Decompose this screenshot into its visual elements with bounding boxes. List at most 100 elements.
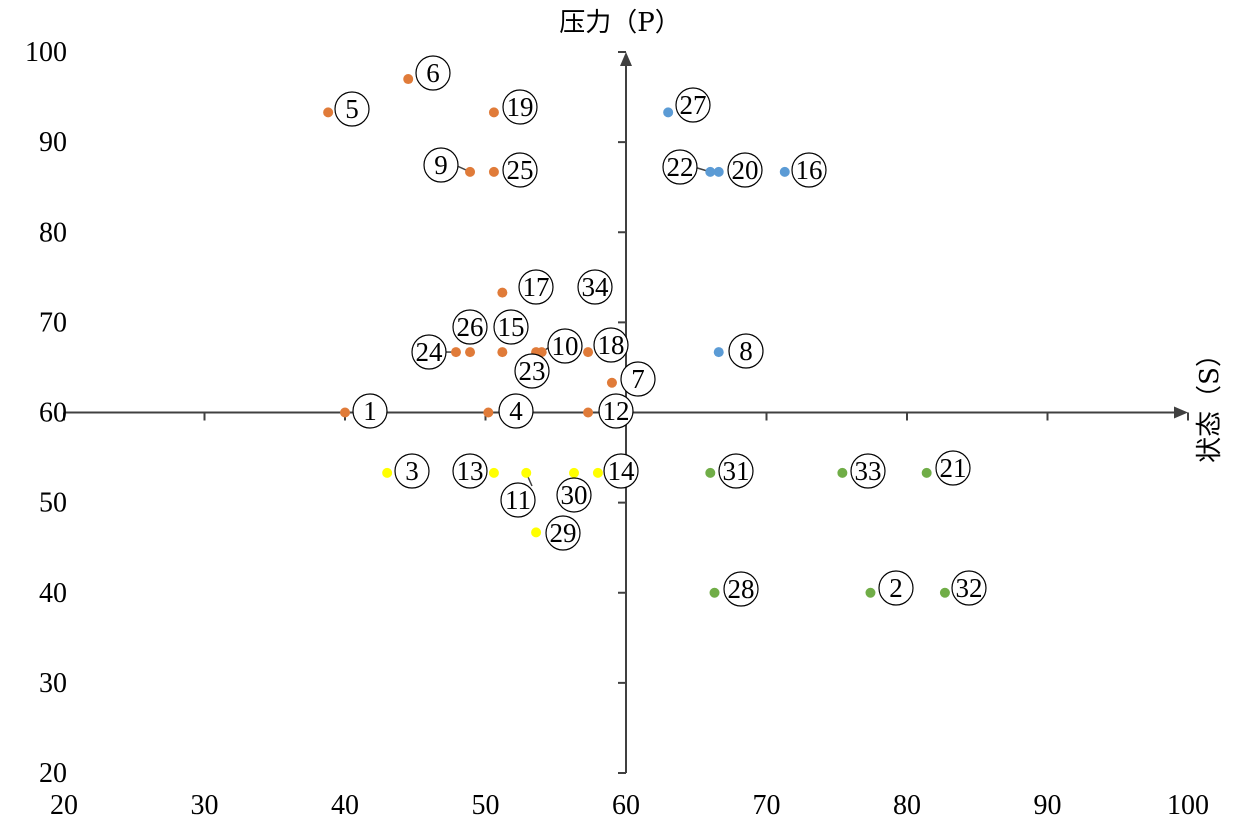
point-label-text: 15: [498, 312, 525, 342]
point-label-ring: [502, 152, 538, 188]
point-label-ring: [334, 91, 370, 127]
point-label-text: 26: [457, 312, 484, 342]
point-label-ring: [675, 87, 711, 123]
y-axis-arrow: [620, 52, 632, 66]
point-label-ring: [598, 393, 634, 429]
point-label-ring: [593, 327, 629, 363]
point-label-ring: [498, 393, 534, 429]
point-label-text: 13: [457, 456, 484, 486]
point-label-10: 10: [547, 328, 583, 364]
y-tick-label: 100: [25, 37, 67, 68]
point-label-ring: [423, 147, 459, 183]
point-label-2: 2: [878, 570, 914, 606]
data-point-32: [939, 587, 950, 598]
point-label-text: 25: [507, 155, 534, 185]
point-label-ring: [620, 361, 656, 397]
point-label-text: 3: [405, 456, 419, 486]
point-label-30: 30: [556, 477, 592, 513]
data-point-3: [382, 467, 393, 478]
y-tick-label: 40: [39, 578, 67, 609]
point-label-text: 33: [855, 456, 882, 486]
data-point-8: [713, 347, 724, 358]
point-label-text: 11: [505, 485, 531, 515]
point-label-text: 28: [728, 574, 755, 604]
y-tick-label: 50: [39, 488, 67, 519]
data-point-26: [465, 347, 476, 358]
y-tick-label: 30: [39, 668, 67, 699]
point-label-text: 31: [723, 456, 750, 486]
point-label-text: 6: [426, 58, 440, 88]
data-point-22: [705, 166, 716, 177]
point-label-25: 25: [502, 152, 538, 188]
data-point-19: [488, 107, 499, 118]
point-label-14: 14: [603, 453, 639, 489]
x-tick-label: 50: [472, 790, 500, 821]
point-label-ring: [502, 89, 538, 125]
data-point-14: [592, 467, 603, 478]
point-label-ring: [727, 152, 763, 188]
x-axis-arrow: [1174, 406, 1188, 419]
point-label-text: 12: [603, 396, 630, 426]
point-label-text: 22: [667, 152, 694, 182]
point-label-ring: [514, 353, 550, 389]
point-label-20: 20: [727, 152, 763, 188]
x-tick-label: 40: [331, 790, 359, 821]
y-tick-label: 20: [39, 758, 67, 789]
point-label-5: 5: [334, 91, 370, 127]
point-label-text: 14: [608, 456, 636, 486]
data-point-31: [705, 467, 716, 478]
point-label-32: 32: [951, 570, 987, 606]
point-label-27: 27: [675, 87, 711, 123]
point-label-text: 16: [796, 155, 823, 185]
data-point-12: [583, 407, 594, 418]
x-tick-label: 70: [753, 790, 781, 821]
y-axis-title: 压力（P）: [559, 8, 681, 38]
point-label-ring: [545, 515, 581, 551]
x-tick-label: 30: [191, 790, 219, 821]
point-label-text: 19: [507, 92, 534, 122]
data-point-4: [483, 407, 494, 418]
x-tick-label: 60: [612, 790, 640, 821]
data-point-17: [497, 287, 508, 298]
point-label-ring: [577, 269, 613, 305]
x-tick-label: 80: [893, 790, 921, 821]
point-label-text: 1: [363, 396, 377, 426]
point-label-ring: [556, 477, 592, 513]
point-label-ring: [850, 453, 886, 489]
data-point-6: [403, 74, 414, 85]
point-label-text: 9: [434, 150, 448, 180]
point-label-ring: [500, 482, 536, 518]
data-point-7: [606, 377, 617, 388]
y-tick-label: 70: [39, 307, 67, 338]
point-label-11: 11: [500, 482, 536, 518]
point-label-4: 4: [498, 393, 534, 429]
point-label-ring: [878, 570, 914, 606]
data-point-25: [488, 166, 499, 177]
x-tick-label: 90: [1034, 790, 1062, 821]
point-label-18: 18: [593, 327, 629, 363]
data-point-20: [713, 166, 724, 177]
point-label-ring: [935, 450, 971, 486]
point-label-ring: [603, 453, 639, 489]
point-label-ring: [411, 334, 447, 370]
point-label-text: 32: [956, 573, 983, 603]
point-label-ring: [415, 55, 451, 91]
point-label-15: 15: [493, 309, 529, 345]
point-label-ring: [723, 571, 759, 607]
y-tick-label: 90: [39, 127, 67, 158]
point-label-28: 28: [723, 571, 759, 607]
data-point-29: [531, 527, 542, 538]
point-label-21: 21: [935, 450, 971, 486]
point-label-ring: [547, 328, 583, 364]
point-label-ring: [452, 453, 488, 489]
point-label-7: 7: [620, 361, 656, 397]
point-label-text: 5: [345, 94, 359, 124]
point-label-ring: [352, 393, 388, 429]
point-label-12: 12: [598, 393, 634, 429]
data-point-18: [583, 347, 594, 358]
x-tick-label: 20: [50, 790, 78, 821]
data-points: [323, 74, 950, 598]
data-point-28: [709, 587, 720, 598]
point-label-text: 24: [416, 337, 444, 367]
point-label-23: 23: [514, 353, 550, 389]
